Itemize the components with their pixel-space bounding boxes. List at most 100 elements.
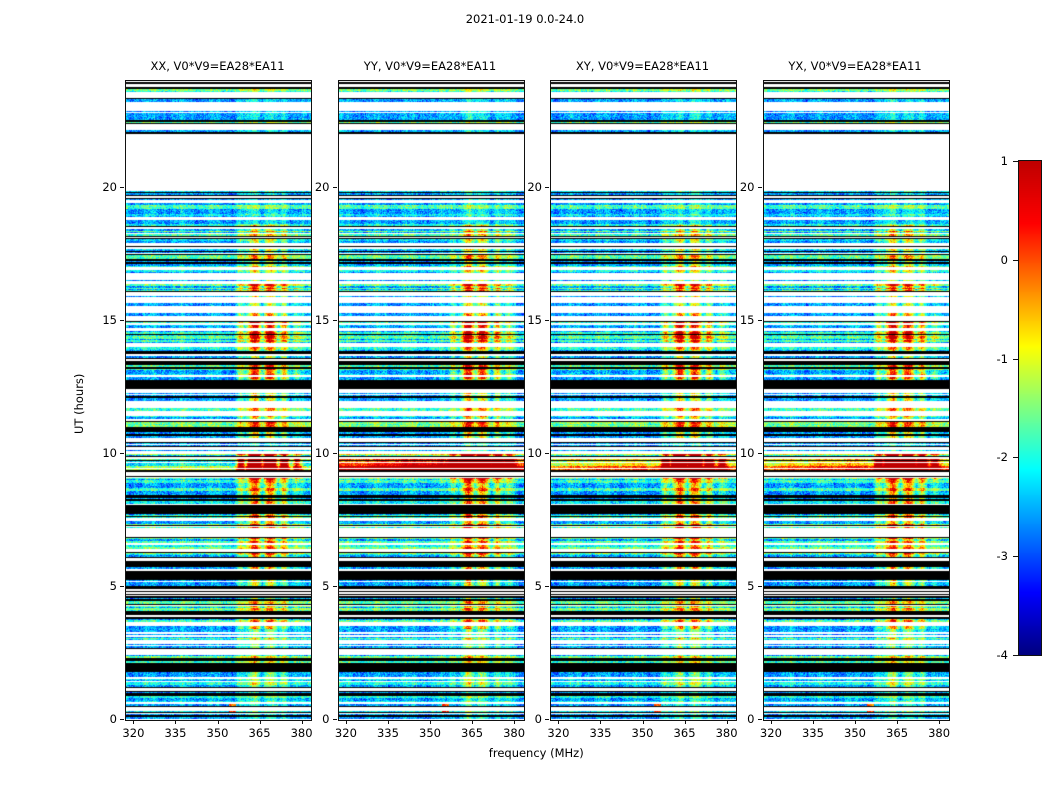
- waterfall-image-xy: [551, 81, 736, 720]
- y-tick-mark: [120, 719, 124, 720]
- colorbar-tick-mark: [1013, 259, 1018, 261]
- spectrogram-panel-yy[interactable]: YY, V0*V9=EA28*EA11: [337, 59, 525, 721]
- y-tick-mark: [545, 452, 549, 454]
- x-tick-label: 320: [759, 726, 782, 740]
- y-tick-mark: [545, 719, 549, 720]
- y-tick-mark: [545, 186, 549, 188]
- y-tick-mark: [332, 585, 337, 587]
- x-tick-mark: [600, 720, 602, 724]
- y-tick-mark: [332, 452, 337, 454]
- y-tick-label: 10: [527, 445, 542, 460]
- x-tick-mark: [514, 720, 516, 724]
- x-tick-mark: [939, 720, 941, 724]
- y-tick-label: 20: [102, 179, 117, 194]
- panel-title-yx: YX, V0*V9=EA28*EA11: [788, 59, 922, 73]
- spectrogram-panel-xy[interactable]: XY, V0*V9=EA28*EA11: [550, 59, 737, 721]
- y-tick-label: 15: [314, 312, 330, 327]
- x-tick-label: 365: [461, 726, 484, 740]
- x-tick-label: 365: [886, 726, 909, 740]
- y-tick-label: 20: [739, 179, 755, 194]
- panel-axes-yx: [762, 80, 950, 721]
- x-tick-label: 350: [206, 726, 229, 740]
- x-tick-label: 335: [164, 726, 187, 740]
- x-tick-label: 380: [290, 726, 313, 740]
- y-tick-mark: [757, 186, 762, 188]
- colorbar-tick-label: -3: [996, 549, 1008, 564]
- y-tick-mark: [757, 319, 762, 321]
- y-tick-mark: [120, 585, 124, 587]
- x-tick-label: 380: [503, 726, 526, 740]
- x-tick-mark: [301, 720, 303, 724]
- x-axis-label: frequency (MHz): [488, 746, 584, 760]
- colorbar-tick-label: -1: [996, 351, 1008, 366]
- x-tick-mark: [259, 720, 261, 724]
- colorbar[interactable]: -4-3-2-101 log10 amplitude: [997, 154, 1042, 662]
- y-tick-mark: [332, 319, 337, 321]
- spectrogram-panel-xx[interactable]: XX, V0*V9=EA28*EA11: [125, 59, 312, 721]
- x-tick-label: 365: [248, 726, 271, 740]
- colorbar-tick-mark: [1013, 161, 1018, 162]
- x-tick-label: 350: [631, 726, 654, 740]
- colorbar-gradient: [1018, 160, 1042, 656]
- colorbar-tick-label: 1: [1000, 154, 1008, 168]
- x-tick-mark: [642, 720, 644, 724]
- y-axis-label: UT (hours): [72, 373, 86, 434]
- panel-title-xx: XX, V0*V9=EA28*EA11: [150, 59, 285, 73]
- panel-title-yy: YY, V0*V9=EA28*EA11: [363, 59, 497, 73]
- y-tick-label: 15: [102, 312, 117, 327]
- colorbar-tick-label: -4: [996, 648, 1008, 662]
- y-tick-mark: [332, 719, 337, 720]
- y-tick-mark: [757, 452, 762, 454]
- waterfall-image-xx: [126, 81, 311, 720]
- x-tick-label: 365: [673, 726, 696, 740]
- x-tick-mark: [175, 720, 177, 724]
- colorbar-tick-mark: [1013, 556, 1018, 558]
- colorbar-tick-mark: [1013, 655, 1018, 656]
- x-tick-mark: [430, 720, 431, 724]
- x-tick-mark: [345, 720, 347, 724]
- panel-axes-xx: [125, 80, 312, 721]
- figure-suptitle: 2021-01-19 0.0-24.0: [465, 12, 585, 26]
- x-tick-mark: [812, 720, 814, 724]
- y-tick-mark: [545, 319, 549, 321]
- x-tick-mark: [133, 720, 135, 724]
- x-tick-mark: [472, 720, 474, 724]
- y-tick-label: 20: [527, 179, 542, 194]
- y-tick-mark: [757, 719, 762, 720]
- x-tick-mark: [897, 720, 899, 724]
- y-tick-label: 20: [314, 179, 330, 194]
- x-tick-label: 335: [801, 726, 824, 740]
- colorbar-tick-label: -2: [996, 450, 1008, 465]
- colorbar-tick-label: 0: [1000, 252, 1008, 267]
- x-tick-label: 335: [376, 726, 399, 740]
- y-tick-mark: [120, 452, 124, 454]
- spectrogram-panel-yx[interactable]: YX, V0*V9=EA28*EA11: [762, 59, 950, 721]
- y-tick-label: 5: [109, 578, 117, 593]
- colorbar-tick-mark: [1013, 358, 1018, 360]
- y-tick-mark: [120, 319, 124, 321]
- x-tick-label: 320: [122, 726, 145, 740]
- x-tick-label: 380: [928, 726, 951, 740]
- panel-axes-yy: [337, 80, 525, 721]
- x-tick-label: 320: [547, 726, 570, 740]
- x-tick-mark: [684, 720, 686, 724]
- x-tick-label: 335: [589, 726, 612, 740]
- y-tick-label: 10: [102, 445, 117, 460]
- y-tick-label: 0: [534, 712, 542, 726]
- x-tick-mark: [217, 720, 219, 724]
- x-tick-mark: [726, 720, 728, 724]
- y-tick-label: 0: [747, 712, 755, 726]
- x-tick-mark: [770, 720, 772, 724]
- y-tick-label: 15: [739, 312, 755, 327]
- panel-title-xy: XY, V0*V9=EA28*EA11: [575, 59, 710, 73]
- waterfall-image-yx: [763, 81, 949, 720]
- x-tick-mark: [387, 720, 389, 724]
- panel-axes-xy: [550, 80, 737, 721]
- y-tick-label: 10: [739, 445, 755, 460]
- y-tick-mark: [545, 585, 549, 587]
- x-tick-label: 380: [715, 726, 738, 740]
- colorbar-tick-mark: [1013, 457, 1018, 459]
- x-tick-label: 320: [334, 726, 357, 740]
- y-tick-label: 5: [322, 578, 330, 593]
